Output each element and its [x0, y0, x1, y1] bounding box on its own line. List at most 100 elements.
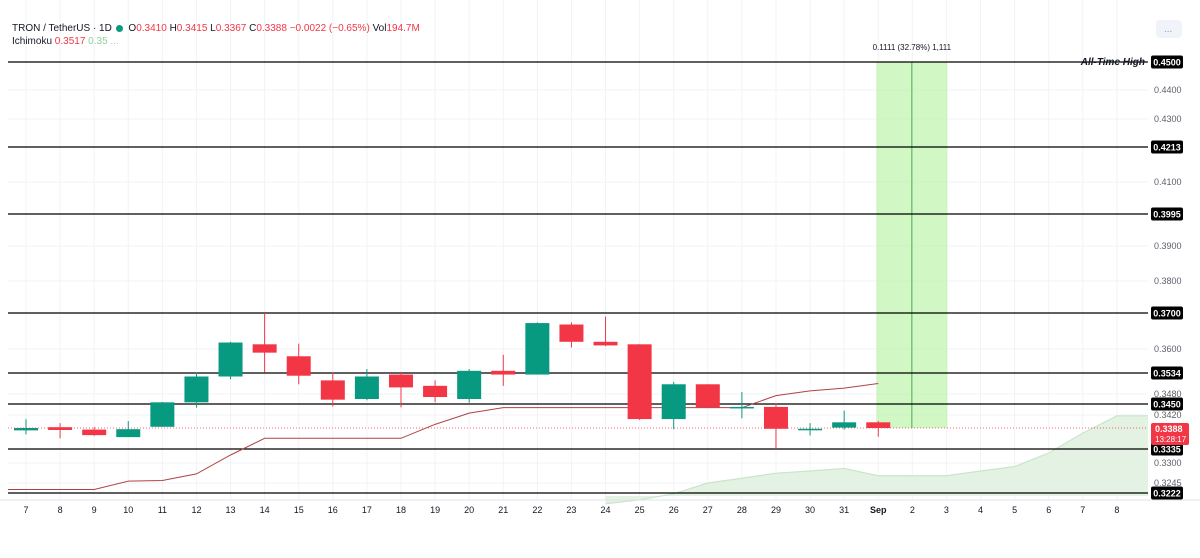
candle-body[interactable]	[729, 406, 754, 409]
level-badge: 0.3450	[1151, 397, 1183, 411]
horizontal-levels[interactable]: All-Time High	[8, 57, 1148, 494]
time-tick-label: 19	[430, 505, 440, 515]
time-tick-label: 9	[92, 505, 97, 515]
price-tick-label: 0.3800	[1154, 276, 1182, 286]
candle-body[interactable]	[593, 341, 618, 346]
close-value: 0.3388	[256, 23, 287, 34]
indicator-name[interactable]: Ichimoku	[12, 36, 53, 47]
candle[interactable]	[286, 343, 311, 385]
time-axis[interactable]: 7 8 9 10 11 12 13 14 15 16 17 18 19 20 21 22 23 24 25 26 27 2…	[0, 499, 1200, 515]
candle[interactable]	[354, 369, 379, 401]
settings-badge[interactable]: ...	[1156, 20, 1182, 38]
candle[interactable]	[832, 410, 857, 430]
level-badge: 0.4213	[1151, 140, 1183, 154]
countdown-label: 13:28:17	[1155, 435, 1187, 444]
candle[interactable]	[82, 427, 107, 436]
market-status-icon	[115, 24, 123, 32]
candle-body[interactable]	[525, 323, 550, 375]
candle-body[interactable]	[866, 422, 891, 428]
candle-body[interactable]	[491, 370, 516, 375]
candle[interactable]	[150, 402, 175, 427]
time-tick-label: 22	[532, 505, 542, 515]
candle-body[interactable]	[14, 428, 38, 431]
level-badge-bg	[1151, 486, 1183, 500]
candle-body[interactable]	[354, 376, 379, 400]
candle-body[interactable]	[116, 429, 141, 438]
candle[interactable]	[661, 381, 686, 430]
candle-body[interactable]	[388, 374, 413, 388]
candle[interactable]	[798, 423, 823, 436]
price-tick-label: 0.3600	[1154, 344, 1182, 354]
candle[interactable]	[218, 341, 243, 380]
candle[interactable]	[866, 421, 891, 437]
candle-body[interactable]	[763, 406, 788, 429]
time-tick-label: 10	[123, 505, 133, 515]
level-badge-label: 0.3222	[1153, 489, 1181, 499]
open-label: O	[128, 23, 137, 34]
level-badge-bg	[1151, 442, 1183, 456]
candle-body[interactable]	[695, 384, 720, 408]
candle[interactable]	[388, 371, 413, 408]
volume-value: 194.7M	[386, 23, 420, 34]
level-badge-bg	[1151, 306, 1183, 320]
candle[interactable]	[593, 316, 618, 347]
level-badge-bg	[1151, 140, 1183, 154]
change-value: −0.0022 (−0.65%)	[289, 23, 370, 34]
candle-body[interactable]	[184, 376, 209, 403]
candle[interactable]	[320, 372, 345, 407]
candle-body[interactable]	[320, 380, 345, 400]
level-badge: 0.3700	[1151, 306, 1183, 320]
indicator-value-2: 0.35	[88, 36, 108, 47]
level-badge-label: 0.3450	[1153, 400, 1181, 410]
time-tick-label: 24	[601, 505, 611, 515]
level-badge: 0.3335	[1151, 442, 1183, 456]
candle[interactable]	[457, 369, 482, 403]
price-projection[interactable]: 0.1111 (32.78%) 1,111	[873, 43, 952, 428]
candle-body[interactable]	[286, 356, 311, 376]
time-tick-label: 7	[1080, 505, 1085, 515]
candle-body[interactable]	[82, 429, 107, 436]
candle[interactable]	[48, 423, 73, 439]
candle-body[interactable]	[457, 370, 482, 399]
level-badge-label: 0.3534	[1153, 369, 1181, 379]
candle-body[interactable]	[218, 342, 243, 377]
indicator-value: 0.3517	[54, 36, 86, 47]
time-tick-label: 31	[839, 505, 849, 515]
candle-body[interactable]	[150, 402, 175, 427]
candle-body[interactable]	[252, 344, 277, 353]
candle-body[interactable]	[798, 428, 823, 431]
price-tick-label: 0.4100	[1154, 177, 1182, 187]
candle[interactable]	[559, 322, 584, 348]
candle[interactable]	[627, 344, 652, 420]
candle[interactable]	[14, 419, 38, 435]
time-tick-label: 23	[566, 505, 576, 515]
price-badges: 0.4500 0.4213 0.3995 0.3700 0.3534 0.3450 0.33…	[1151, 55, 1189, 500]
candle-body[interactable]	[627, 344, 652, 420]
candle[interactable]	[116, 421, 141, 438]
candle[interactable]	[729, 392, 754, 419]
candle-body[interactable]	[559, 324, 584, 342]
candle-body[interactable]	[423, 385, 448, 397]
candle[interactable]	[525, 322, 550, 375]
price-tick-label: 0.3420	[1154, 410, 1182, 420]
candle[interactable]	[695, 384, 720, 408]
time-tick-label: 13	[226, 505, 236, 515]
current-price-bg	[1151, 423, 1189, 445]
candle-body[interactable]	[661, 384, 686, 420]
candle-body[interactable]	[832, 422, 857, 428]
time-tick-label: 7	[23, 505, 28, 515]
candle[interactable]	[763, 403, 788, 449]
level-badge-label: 0.3700	[1153, 309, 1181, 319]
candle[interactable]	[491, 354, 516, 386]
candle[interactable]	[184, 372, 209, 408]
ath-annotation: All-Time High	[1080, 57, 1145, 68]
time-tick-label: 18	[396, 505, 406, 515]
candle[interactable]	[423, 380, 448, 403]
ichimoku-cloud	[605, 415, 1148, 505]
candle-body[interactable]	[48, 427, 73, 430]
projection-label: 0.1111 (32.78%) 1,111	[873, 43, 952, 52]
candle[interactable]	[252, 313, 277, 373]
symbol-label[interactable]: TRON / TetherUS · 1D	[12, 23, 112, 34]
candles[interactable]	[14, 313, 891, 449]
